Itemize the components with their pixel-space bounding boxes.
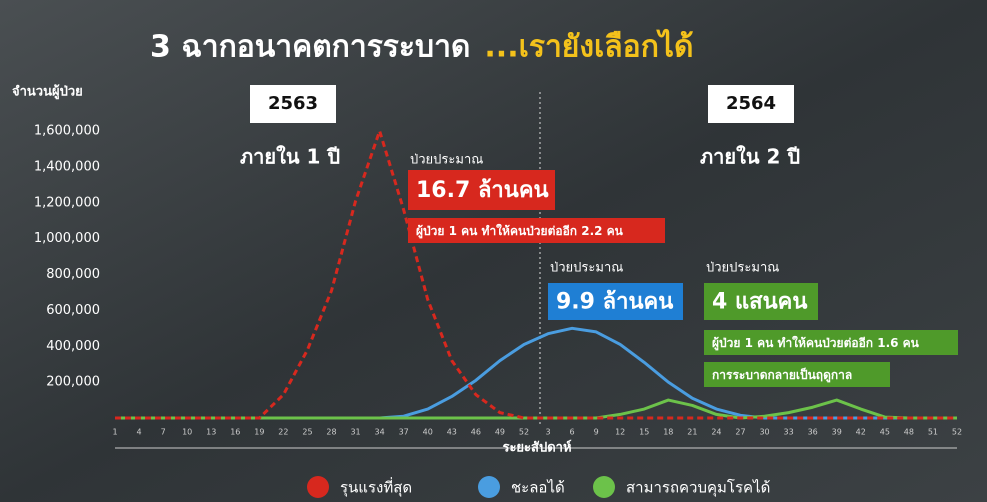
x-tick-label: 25 [302, 428, 312, 437]
x-tick-label: 40 [423, 428, 433, 437]
annotation-text: 9.9 ล้านคน [556, 290, 673, 315]
chart-title-highlight: ...เรายังเลือกได้ [484, 29, 693, 65]
y-tick-label: 400,000 [46, 339, 100, 354]
series-line [115, 129, 957, 420]
x-tick-label: 52 [519, 428, 529, 437]
year-label: 2564 [726, 93, 776, 114]
annotation-box [704, 362, 890, 387]
y-axis-label: จำนวนผู้ป่วย [12, 84, 83, 100]
annotation-text: การระบาดกลายเป็นฤดูกาล [712, 367, 852, 383]
legend-label: สามารถควบคุมโรคได้ [626, 479, 770, 498]
x-tick-label: 48 [904, 428, 914, 437]
y-tick-label: 1,600,000 [34, 124, 100, 139]
x-tick-label: 31 [350, 428, 360, 437]
y-tick-label: 1,000,000 [34, 231, 100, 246]
x-tick-label: 24 [711, 428, 721, 437]
annotation-box [704, 330, 958, 355]
year-box [708, 85, 794, 123]
y-tick-label: 600,000 [46, 303, 100, 318]
x-tick-label: 51 [928, 428, 938, 437]
annotation-box [704, 283, 818, 320]
annotation-text: 16.7 ล้านคน [416, 178, 549, 203]
x-tick-label: 4 [137, 428, 142, 437]
x-tick-label: 33 [784, 428, 794, 437]
year-label: 2563 [268, 93, 318, 114]
annotation-text: ป่วยประมาณ [550, 261, 623, 276]
x-tick-label: 34 [375, 428, 385, 437]
x-tick-label: 27 [735, 428, 745, 437]
x-axis-label: ระยะสัปดาห์ [502, 440, 571, 456]
year-box [250, 85, 336, 123]
x-tick-label: 49 [495, 428, 505, 437]
x-tick-label: 3 [545, 428, 550, 437]
x-tick-label: 39 [832, 428, 842, 437]
x-tick-label: 16 [230, 428, 240, 437]
x-tick-label: 22 [278, 428, 288, 437]
x-tick-label: 18 [663, 428, 673, 437]
x-tick-label: 15 [639, 428, 649, 437]
x-tick-label: 7 [161, 428, 166, 437]
annotation-text: ป่วยประมาณ [706, 261, 779, 276]
annotation-box [408, 170, 555, 210]
x-tick-label: 21 [687, 428, 697, 437]
x-tick-label: 6 [570, 428, 575, 437]
x-tick-label: 28 [326, 428, 336, 437]
period-label: ภายใน 2 ปี [700, 145, 800, 169]
y-tick-label: 1,400,000 [34, 159, 100, 174]
annotation-text: ป่วยประมาณ [410, 153, 483, 168]
legend-swatch [478, 476, 500, 498]
x-tick-label: 45 [880, 428, 890, 437]
period-label: ภายใน 1 ปี [240, 145, 340, 169]
x-tick-label: 37 [399, 428, 409, 437]
y-tick-label: 800,000 [46, 267, 100, 282]
x-tick-label: 19 [254, 428, 264, 437]
x-tick-label: 46 [471, 428, 481, 437]
x-tick-label: 30 [759, 428, 769, 437]
x-tick-label: 52 [952, 428, 962, 437]
annotation-box [408, 218, 665, 243]
legend-label: ชะลอได้ [511, 479, 565, 497]
x-tick-label: 36 [808, 428, 818, 437]
x-tick-label: 9 [594, 428, 599, 437]
x-tick-label: 1 [112, 428, 117, 437]
x-tick-label: 43 [447, 428, 457, 437]
x-tick-label: 42 [856, 428, 866, 437]
y-tick-label: 200,000 [46, 375, 100, 390]
annotation-box [548, 283, 683, 320]
legend-swatch [307, 476, 329, 498]
legend-swatch [593, 476, 615, 498]
chart-title: 3 ฉากอนาคตการระบาด [150, 30, 470, 65]
annotation-text: 4 แสนคน [712, 290, 807, 315]
y-tick-label: 1,200,000 [34, 195, 100, 210]
x-tick-label: 10 [182, 428, 192, 437]
x-tick-label: 12 [615, 428, 625, 437]
x-tick-label: 13 [206, 428, 216, 437]
annotation-text: ผู้ป่วย 1 คน ทำให้คนป่วยต่ออีก 2.2 คน [416, 223, 624, 239]
annotation-text: ผู้ป่วย 1 คน ทำให้คนป่วยต่ออีก 1.6 คน [712, 335, 920, 351]
legend-label: รุนแรงที่สุด [340, 477, 412, 498]
